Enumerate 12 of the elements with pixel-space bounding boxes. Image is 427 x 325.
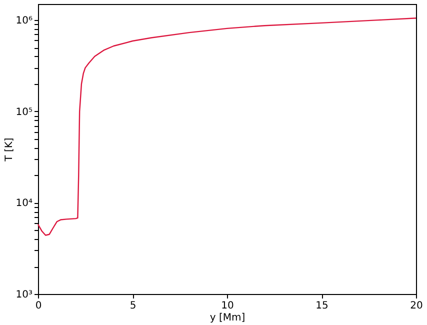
line-series (37, 18, 417, 236)
x-tick-label: 5 (130, 300, 136, 312)
x-tick-label: 0 (35, 300, 42, 312)
y-axis-title: T [K] (4, 138, 15, 162)
x-tick-label: 20 (410, 300, 423, 312)
y-tick-label: 10⁶ (16, 16, 32, 27)
x-tick-label: 15 (316, 300, 328, 312)
y-tick-label: 10³ (16, 290, 32, 300)
x-axis-title: y [Mm] (210, 312, 246, 324)
x-tick-label: 10 (221, 300, 234, 312)
y-tick-label: 10⁵ (16, 106, 32, 118)
y-tick-label: 10⁴ (16, 198, 32, 210)
